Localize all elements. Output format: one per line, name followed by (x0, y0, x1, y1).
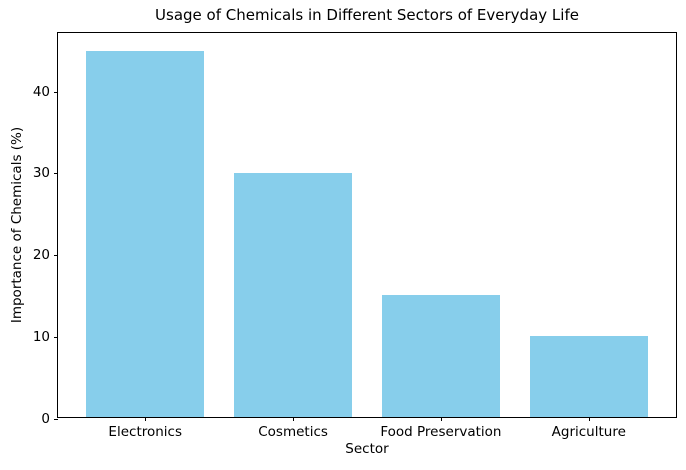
y-tick-label: 10 (32, 328, 50, 345)
y-tick (54, 418, 58, 420)
chart-title: Usage of Chemicals in Different Sectors … (155, 6, 579, 24)
y-tick-label: 30 (32, 165, 50, 182)
y-tick (54, 336, 58, 338)
x-tick (293, 417, 295, 421)
bar-food-preservation (381, 295, 501, 417)
y-tick-label: 0 (41, 410, 50, 427)
x-tick (145, 417, 147, 421)
y-tick-label: 20 (32, 247, 50, 264)
y-axis-label: Importance of Chemicals (%) (9, 126, 25, 324)
x-axis-label: Sector (345, 441, 389, 457)
x-tick (588, 417, 590, 421)
x-tick-label: Agriculture (551, 424, 626, 440)
x-tick (440, 417, 442, 421)
y-tick (54, 173, 58, 175)
plot-area: Electronics Cosmetics Food Preservation Agr… (33, 32, 677, 440)
y-tick-label: 40 (32, 83, 50, 100)
bar-electronics (86, 51, 205, 417)
x-tick-label: Cosmetics (258, 424, 328, 440)
y-tick (54, 91, 58, 93)
x-tick-label: Food Preservation (380, 424, 502, 440)
y-tick (54, 255, 58, 257)
bar-cosmetics (233, 173, 353, 417)
x-tick-label: Electronics (108, 424, 183, 440)
bar-agriculture (529, 335, 648, 417)
